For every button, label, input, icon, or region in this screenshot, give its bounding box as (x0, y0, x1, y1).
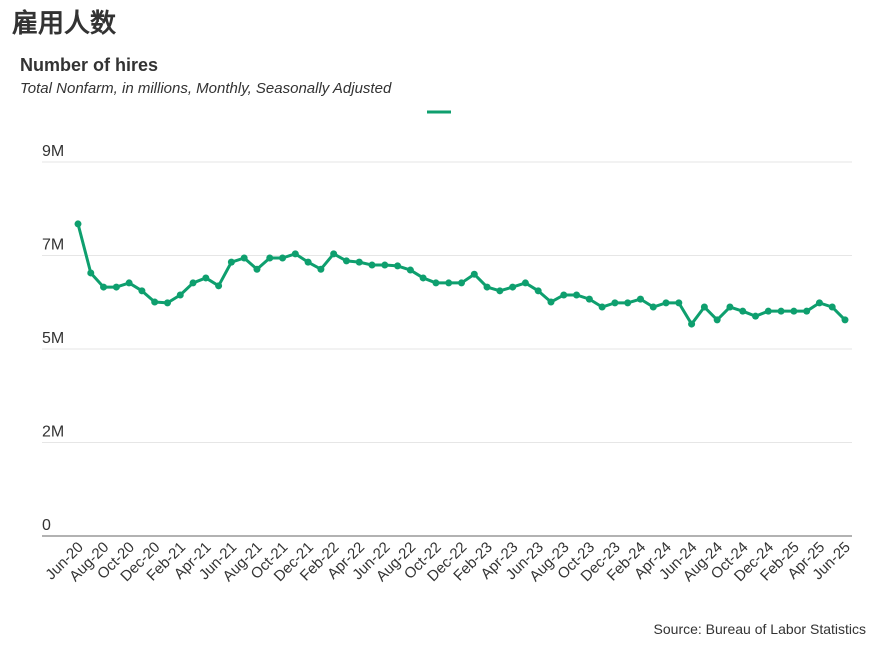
data-point (74, 220, 82, 228)
chart-subtitle: Total Nonfarm, in millions, Monthly, Sea… (20, 80, 392, 97)
data-point (483, 283, 491, 291)
data-point (317, 265, 325, 273)
data-point (636, 295, 644, 303)
data-point (240, 254, 248, 262)
chart-title: Number of hires (20, 55, 158, 75)
data-point (585, 295, 593, 303)
y-tick-label: 9M (42, 143, 64, 160)
data-point (151, 298, 159, 306)
data-point (534, 287, 542, 295)
data-point (547, 298, 555, 306)
data-point (100, 283, 108, 291)
data-point (279, 254, 287, 262)
data-point (458, 279, 465, 287)
data-point (470, 270, 478, 278)
source: Source: Bureau of Labor Statistics (654, 621, 866, 637)
data-point (112, 283, 120, 291)
data-point (330, 250, 338, 258)
data-point (189, 279, 197, 287)
data-point (624, 299, 632, 307)
data-point (138, 287, 146, 295)
data-point (573, 291, 581, 299)
data-point (649, 303, 657, 311)
data-point (726, 303, 734, 311)
data-point (432, 279, 440, 287)
data-point (342, 257, 350, 265)
data-point (752, 312, 760, 320)
data-point (739, 307, 747, 315)
data-point (713, 316, 721, 324)
data-point (560, 291, 568, 299)
data-point (700, 303, 708, 311)
data-point (764, 307, 772, 315)
y-tick-label: 5M (42, 330, 64, 347)
data-point (828, 303, 836, 311)
y-tick-label: 0 (42, 517, 51, 534)
data-point (291, 250, 299, 258)
data-point (125, 279, 133, 287)
data-point (675, 299, 683, 307)
data-point (445, 279, 453, 287)
data-point (368, 261, 376, 269)
data-point (202, 274, 210, 282)
data-point (803, 307, 811, 315)
y-tick-label: 7M (42, 237, 64, 254)
data-point (611, 299, 619, 307)
data-point (87, 269, 95, 277)
data-point (790, 307, 798, 315)
data-point (253, 265, 261, 273)
data-point (598, 303, 606, 311)
data-point (688, 320, 696, 328)
data-point (304, 258, 312, 266)
data-point (841, 316, 849, 324)
data-point (496, 287, 504, 295)
data-point (815, 299, 823, 307)
data-point (509, 283, 517, 291)
data-point (163, 299, 171, 307)
data-point (227, 258, 235, 266)
data-point (419, 274, 427, 282)
data-point (381, 261, 389, 269)
data-point (266, 254, 274, 262)
data-point (406, 266, 414, 274)
data-point (777, 307, 785, 315)
data-point (521, 279, 529, 287)
data-point (215, 282, 223, 290)
page-title: 雇用人数 (12, 8, 117, 38)
data-point (355, 258, 363, 266)
y-tick-label: 2M (42, 424, 64, 441)
data-point (662, 299, 670, 307)
data-point (176, 291, 184, 299)
data-point (394, 262, 402, 270)
